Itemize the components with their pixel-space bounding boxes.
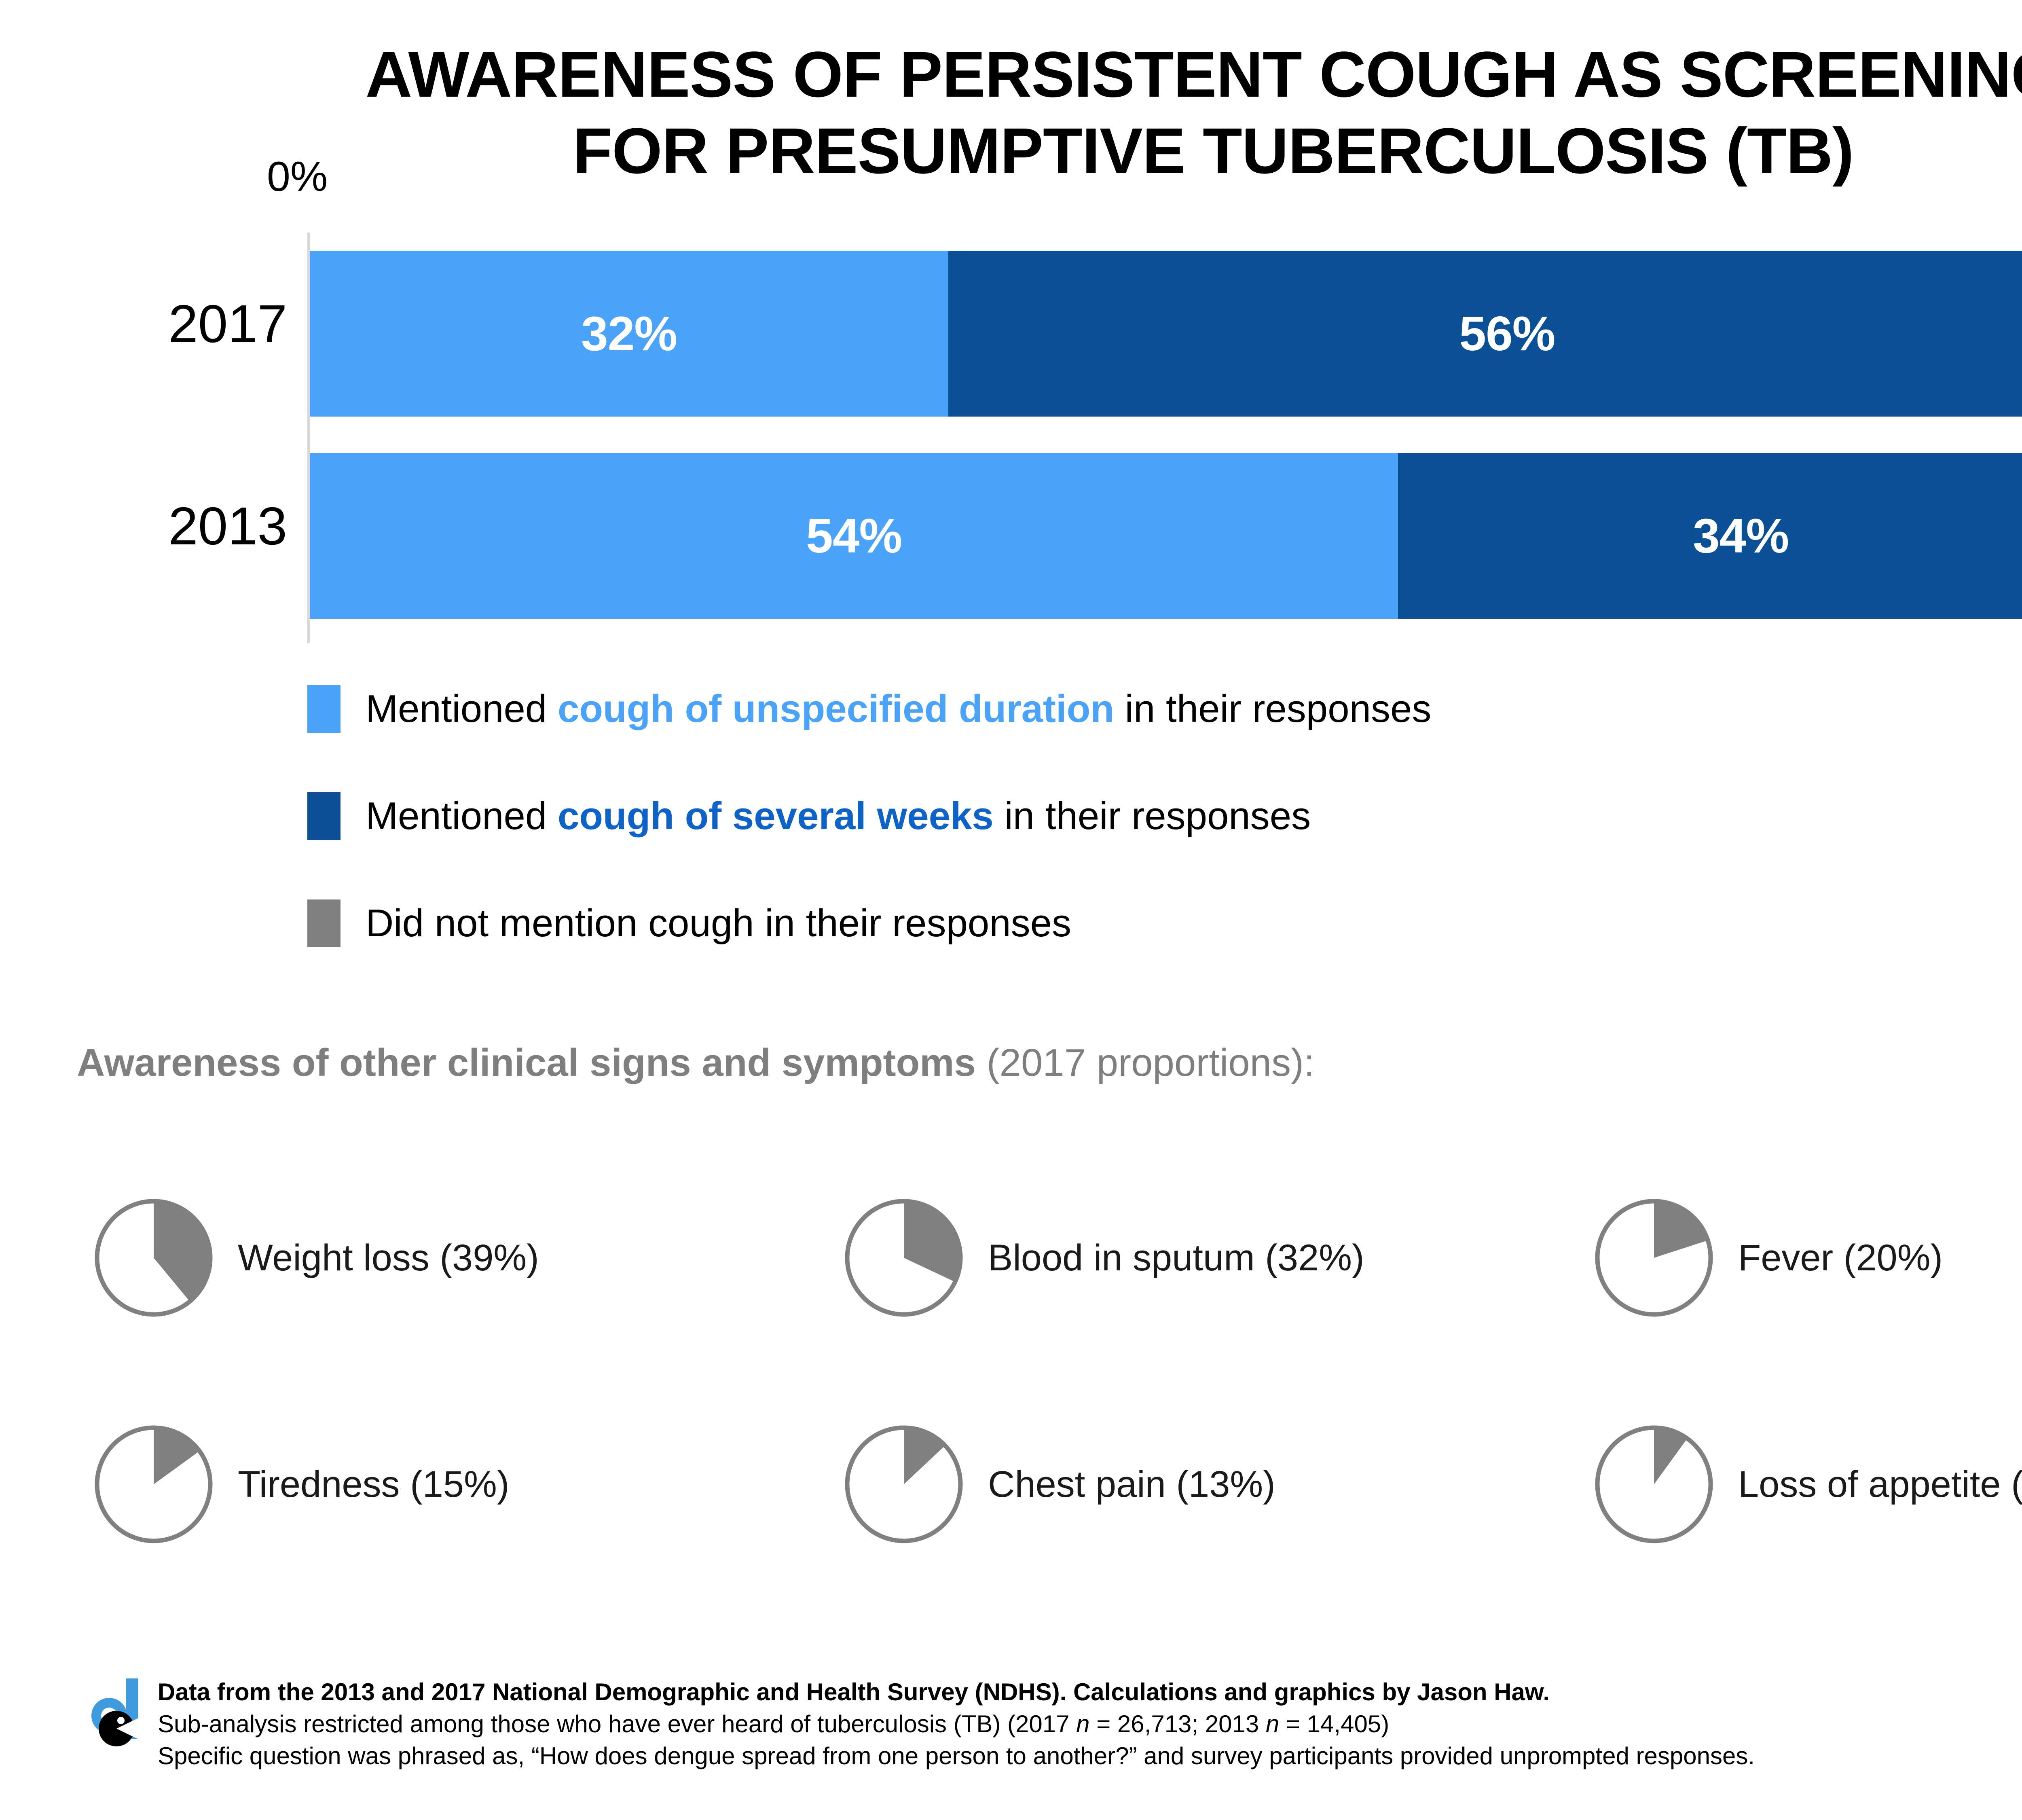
legend-label-highlight: cough of several weeks <box>557 794 994 838</box>
legend-label: Mentioned cough of unspecified duration … <box>366 687 1432 730</box>
pies-section-header: Awareness of other clinical signs and sy… <box>77 1043 1315 1082</box>
pie-cell-fever: Fever (20%) <box>1593 1145 2022 1371</box>
bar-segment-several-weeks-cough-2017: 56% <box>948 251 2022 417</box>
pie-label-fever: Fever (20%) <box>1738 1237 1943 1278</box>
legend-label-pre: Did not mention cough in their responses <box>366 901 1072 945</box>
bar-segment-several-weeks-cough-2013: 34% <box>1398 453 2022 619</box>
legend-swatch-dark-blue <box>307 792 341 840</box>
pie-chart-blood-in-sputum <box>843 1197 964 1318</box>
legend-item-no-cough: Did not mention cough in their responses <box>307 898 2022 948</box>
pie-cell-chest-pain: Chest pain (13%) <box>843 1371 1593 1598</box>
footer-line-source: Data from the 2013 and 2017 National Dem… <box>158 1678 1550 1706</box>
title-line-1: AWARENESS OF PERSISTENT COUGH AS SCREENI… <box>365 38 2022 110</box>
pie-cell-tiredness: Tiredness (15%) <box>93 1371 843 1598</box>
legend-item-unspecified-cough: Mentioned cough of unspecified duration … <box>307 684 2022 734</box>
pie-chart-fever <box>1593 1197 1715 1318</box>
axis-label-min: 0% <box>267 153 328 200</box>
pie-cell-loss-of-appetite: Loss of appetite (10%) <box>1593 1371 2022 1598</box>
pie-chart-chest-pain <box>843 1424 964 1545</box>
pie-chart-weight-loss <box>93 1197 214 1318</box>
footer-subanalysis-c: = 14,405) <box>1279 1710 1390 1738</box>
footer-n-1: n <box>1076 1710 1090 1738</box>
legend-label: Mentioned cough of several weeks in thei… <box>366 794 1311 838</box>
legend-label-pre: Mentioned <box>366 687 558 730</box>
pies-section-header-rest: (2017 proportions): <box>975 1041 1315 1084</box>
legend-item-several-weeks-cough: Mentioned cough of several weeks in thei… <box>307 791 2022 841</box>
pie-label-loss-of-appetite: Loss of appetite (10%) <box>1738 1464 2022 1505</box>
pies-section-header-bold: Awareness of other clinical signs and sy… <box>77 1041 976 1084</box>
pie-chart-grid: Weight loss (39%) Blood in sputum (32%) … <box>93 1145 2022 1598</box>
bar-category-label-2017: 2017 <box>168 294 287 353</box>
axis-tick-left <box>307 233 310 643</box>
legend-label-highlight: cough of unspecified duration <box>557 687 1114 730</box>
chart-legend: Mentioned cough of unspecified duration … <box>307 684 2022 1005</box>
pie-chart-tiredness <box>93 1424 214 1545</box>
footer-text-block: Data from the 2013 and 2017 National Dem… <box>158 1674 1755 1772</box>
footer-subanalysis-a: Sub-analysis restricted among those who … <box>158 1710 1077 1738</box>
pie-label-tiredness: Tiredness (15%) <box>238 1464 510 1505</box>
bar-segment-unspecified-cough-2017: 32% <box>310 251 949 417</box>
pie-row-1: Weight loss (39%) Blood in sputum (32%) … <box>93 1145 2022 1371</box>
footer-line-question: Specific question was phrased as, “How d… <box>158 1742 1755 1770</box>
legend-label-post: in their responses <box>993 794 1311 838</box>
legend-swatch-light-blue <box>307 685 341 733</box>
bar-segment-value: 34% <box>1693 509 1789 563</box>
footer-line-subanalysis: Sub-analysis restricted among those who … <box>158 1708 1755 1740</box>
pie-label-blood-in-sputum: Blood in sputum (32%) <box>988 1237 1364 1278</box>
pie-row-2: Tiredness (15%) Chest pain (13%) Loss of… <box>93 1371 2022 1598</box>
legend-swatch-gray <box>307 899 341 947</box>
pie-label-weight-loss: Weight loss (39%) <box>238 1237 539 1278</box>
footer-n-2: n <box>1265 1710 1280 1738</box>
bar-segment-value: 54% <box>806 509 902 563</box>
pie-cell-blood-in-sputum: Blood in sputum (32%) <box>843 1145 1593 1371</box>
bar-row-2013: 54% 34% 12% <box>310 453 2022 619</box>
bar-segment-unspecified-cough-2013: 54% <box>310 453 1398 619</box>
stacked-bar-chart: 32% 56% 13% 54% 34% 12% <box>307 233 2022 643</box>
legend-label: Did not mention cough in their responses <box>366 904 1071 943</box>
footer-subanalysis-b: = 26,713; 2013 <box>1089 1710 1266 1738</box>
legend-label-post: in their responses <box>1114 687 1432 730</box>
bar-row-2017: 32% 56% 13% <box>310 251 2022 417</box>
bar-segment-value: 32% <box>581 307 677 361</box>
pie-cell-weight-loss: Weight loss (39%) <box>93 1145 843 1371</box>
brand-logo-icon <box>81 1677 142 1750</box>
title-line-2: FOR PRESUMPTIVE TUBERCULOSIS (TB) <box>573 114 1854 187</box>
page-title: AWARENESS OF PERSISTENT COUGH AS SCREENI… <box>0 36 2022 189</box>
footer: Data from the 2013 and 2017 National Dem… <box>81 1674 2022 1772</box>
pie-label-chest-pain: Chest pain (13%) <box>988 1464 1275 1505</box>
bar-category-label-2013: 2013 <box>168 496 287 556</box>
pie-chart-loss-of-appetite <box>1593 1424 1715 1545</box>
bar-segment-value: 56% <box>1459 307 1555 361</box>
legend-label-pre: Mentioned <box>366 794 558 838</box>
